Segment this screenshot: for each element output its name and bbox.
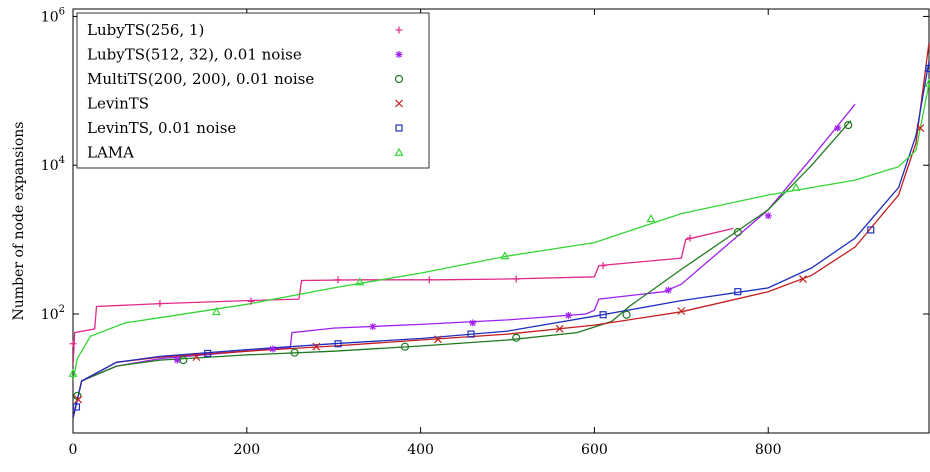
series-marker [686,234,694,242]
series-marker [622,310,631,319]
series-marker [834,124,842,132]
plot-frame [72,8,930,434]
series-marker [467,330,475,338]
series-marker [68,368,78,377]
series-marker [500,251,510,260]
series-line [73,60,929,419]
legend-label: LubyTS(256, 1) [87,21,204,39]
series-marker [599,262,607,270]
legend-marker [395,26,403,34]
x-tick-label: 0 [69,442,78,458]
series-marker [924,78,930,87]
legend-box [76,12,430,169]
series-marker [247,297,255,305]
y-tick-label: 104 [41,155,65,174]
legend: LubyTS(256, 1) LubyTS(512, 32), 0.01 nois… [76,12,430,169]
series-marker [211,307,221,316]
series-marker [334,276,342,284]
series-marker [74,395,83,404]
series-marker [425,276,433,284]
series-marker [355,277,365,286]
series-marker [764,212,772,220]
series-marker [677,307,686,315]
series-marker [173,356,181,364]
legend-label: LevinTS, 0.01 noise [87,119,236,137]
series-marker [156,300,164,308]
series-line [73,120,852,419]
series-marker [469,319,477,327]
series-marker [192,353,201,362]
series-markers [68,64,930,411]
series-marker [512,275,520,283]
series-marker [564,311,572,319]
series-marker [555,324,564,333]
legend-label: LubyTS(512, 32), 0.01 noise [87,46,302,64]
x-tick-label: 800 [755,442,782,458]
series-marker [72,403,81,411]
x-tick-label: 600 [581,442,608,458]
axis-ticks: 0 200 400 600 800 102 104 106 [41,6,929,458]
series-marker [179,356,188,365]
series-marker [400,342,410,351]
series-marker [512,333,521,342]
series-marker [734,288,742,296]
legend-marker [395,124,403,132]
y-tick-label: 106 [41,6,65,25]
y-tick-label: 102 [41,304,65,323]
legend-label: MultiTS(200, 200), 0.01 noise [87,70,314,88]
legend-marker [395,51,403,58]
series-marker [434,335,442,344]
series-marker [599,311,607,319]
series-line [73,103,856,419]
y-axis-title: Number of node expansions [11,122,27,321]
series-marker [791,182,801,191]
series-lines [73,42,929,419]
series-marker [733,228,742,237]
legend-label: LevinTS [87,95,149,113]
series-marker [312,342,321,351]
series-marker [916,124,925,132]
series-marker [204,349,212,357]
series-marker [925,64,930,73]
x-tick-label: 400 [407,442,434,458]
legend-marker [394,74,404,84]
series-line [73,227,734,367]
series-marker [69,340,77,348]
x-tick-label: 200 [233,442,260,458]
series-marker [369,323,377,331]
series-line [73,83,929,382]
series-marker [290,348,299,357]
series-marker [334,340,342,348]
series-marker [269,345,277,353]
series-marker [867,226,875,234]
series-marker [664,286,672,294]
legend-label: LAMA [87,144,134,162]
legend-marker [394,147,404,156]
legend-marker [395,99,403,108]
series-marker [844,120,853,130]
series-marker [799,275,807,283]
series-marker [646,214,656,223]
